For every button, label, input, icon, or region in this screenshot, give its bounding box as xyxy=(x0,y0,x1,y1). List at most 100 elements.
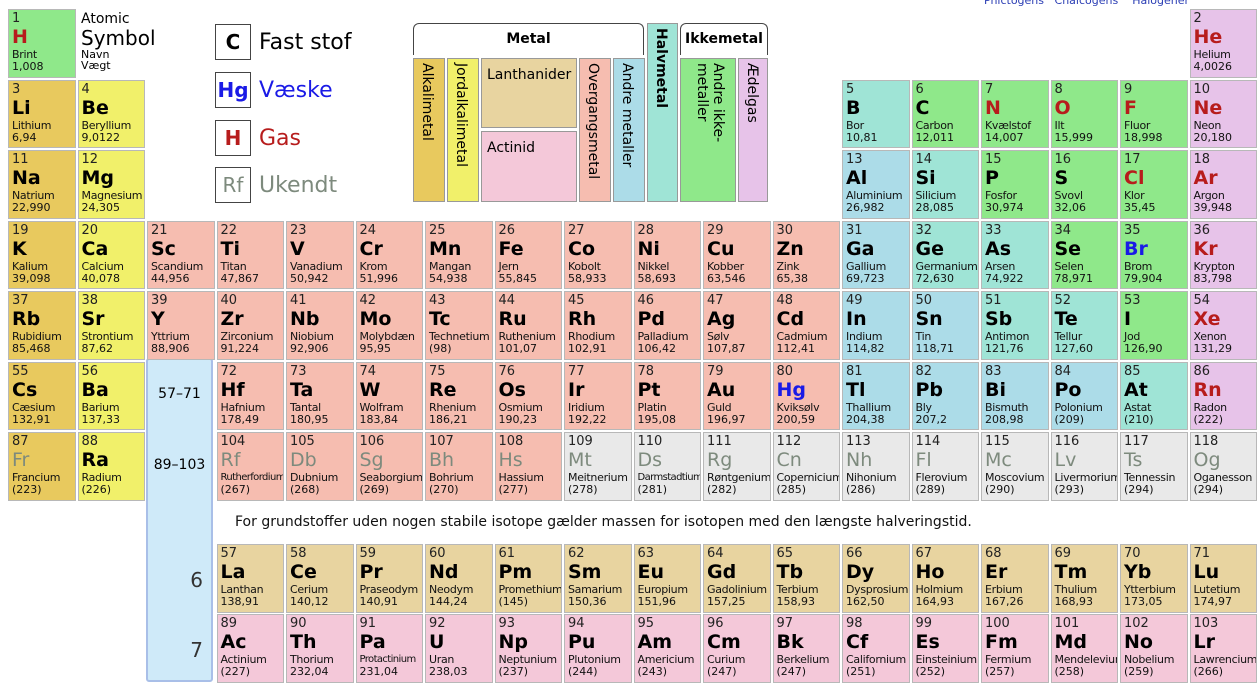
link-chalcogens[interactable]: Chalcogens xyxy=(1054,0,1119,7)
element-cd[interactable]: 48 Cd Cadmium 112,41 xyxy=(772,291,840,360)
element-i[interactable]: 53 I Jod 126,90 xyxy=(1120,291,1188,360)
element-in[interactable]: 49 In Indium 114,82 xyxy=(842,291,910,360)
element-hf[interactable]: 72 Hf Hafnium 178,49 xyxy=(216,361,284,430)
element-ce[interactable]: 58 Ce Cerium 140,12 xyxy=(286,544,354,613)
element-nb[interactable]: 41 Nb Niobium 92,906 xyxy=(286,291,354,360)
element-na[interactable]: 11 Na Natrium 22,990 xyxy=(8,150,76,219)
category-noble[interactable]: Ædelgas xyxy=(738,58,768,202)
element-bh[interactable]: 107 Bh Bohrium (270) xyxy=(425,432,493,501)
element-ar[interactable]: 18 Ar Argon 39,948 xyxy=(1189,150,1257,219)
element-te[interactable]: 52 Te Tellur 127,60 xyxy=(1050,291,1118,360)
category-actinides[interactable]: Actinid xyxy=(481,131,577,202)
element-at[interactable]: 85 At Astat (210) xyxy=(1120,361,1188,430)
element-sb[interactable]: 51 Sb Antimon 121,76 xyxy=(981,291,1049,360)
element-np[interactable]: 93 Np Neptunium (237) xyxy=(494,614,562,683)
element-cm[interactable]: 96 Cm Curium (247) xyxy=(703,614,771,683)
element-he[interactable]: 2 He Helium 4,0026 xyxy=(1189,9,1257,78)
f-block-placeholder[interactable]: 57–71 89–103 6 7 xyxy=(146,358,213,682)
element-tc[interactable]: 43 Tc Technetium (98) xyxy=(425,291,493,360)
element-ts[interactable]: 117 Ts Tennessin (294) xyxy=(1120,432,1188,501)
element-yb[interactable]: 70 Yb Ytterbium 173,05 xyxy=(1120,544,1188,613)
element-pa[interactable]: 91 Pa Protactinium 231,04 xyxy=(355,614,423,683)
element-no[interactable]: 102 No Nobelium (259) xyxy=(1120,614,1188,683)
element-md[interactable]: 101MdMendelevium(258) xyxy=(1050,614,1118,683)
element-nd[interactable]: 60 Nd Neodym 144,24 xyxy=(425,544,493,613)
element-rn[interactable]: 86 Rn Radon (222) xyxy=(1189,361,1257,430)
element-rb[interactable]: 37 Rb Rubidium 85,468 xyxy=(8,291,76,360)
element-rf[interactable]: 104 Rf Rutherfordium (267) xyxy=(216,432,284,501)
element-se[interactable]: 34 Se Selen 78,971 xyxy=(1050,220,1118,289)
legend-solid-box[interactable]: C xyxy=(215,24,251,60)
element-tl[interactable]: 81 Tl Thallium 204,38 xyxy=(842,361,910,430)
element-s[interactable]: 16 S Svovl 32,06 xyxy=(1050,150,1118,219)
element-ge[interactable]: 32 Ge Germanium 72,630 xyxy=(911,220,979,289)
element-os[interactable]: 76 Os Osmium 190,23 xyxy=(494,361,562,430)
element-pd[interactable]: 46 Pd Palladium 106,42 xyxy=(633,291,701,360)
element-pm[interactable]: 61 Pm Promethium (145) xyxy=(494,544,562,613)
element-br[interactable]: 35 Br Brom 79,904 xyxy=(1120,220,1188,289)
element-cs[interactable]: 55 Cs Cæsium 132,91 xyxy=(8,361,76,430)
element-h[interactable]: 1 H Brint 1,008 xyxy=(8,9,76,78)
element-c[interactable]: 6 C Carbon 12,011 xyxy=(911,79,979,148)
element-pt[interactable]: 78 Pt Platin 195,08 xyxy=(633,361,701,430)
legend-gas-box[interactable]: H xyxy=(215,120,251,156)
category-alkali[interactable]: Alkalimetal xyxy=(413,58,445,202)
element-lv[interactable]: 116 Lv Livermorium (293) xyxy=(1050,432,1118,501)
element-co[interactable]: 27 Co Kobolt 58,933 xyxy=(564,220,632,289)
element-sr[interactable]: 38 Sr Strontium 87,62 xyxy=(77,291,145,360)
category-post-transition[interactable]: Andre metaller xyxy=(613,58,645,202)
element-fl[interactable]: 114 Fl Flerovium (289) xyxy=(911,432,979,501)
element-w[interactable]: 74 W Wolfram 183,84 xyxy=(355,361,423,430)
element-th[interactable]: 90 Th Thorium 232,04 xyxy=(286,614,354,683)
link-pnictogens[interactable]: Pnictogens xyxy=(984,0,1045,7)
element-ti[interactable]: 22 Ti Titan 47,867 xyxy=(216,220,284,289)
element-og[interactable]: 118 Og Oganesson (294) xyxy=(1189,432,1257,501)
element-n[interactable]: 7 N Kvælstof 14,007 xyxy=(981,79,1049,148)
element-al[interactable]: 13 Al Aluminium 26,982 xyxy=(842,150,910,219)
element-kr[interactable]: 36 Kr Krypton 83,798 xyxy=(1189,220,1257,289)
element-dy[interactable]: 66 Dy Dysprosium 162,50 xyxy=(842,544,910,613)
element-lu[interactable]: 71 Lu Lutetium 174,97 xyxy=(1189,544,1257,613)
element-am[interactable]: 95 Am Americium (243) xyxy=(633,614,701,683)
element-re[interactable]: 75 Re Rhenium 186,21 xyxy=(425,361,493,430)
element-mo[interactable]: 42 Mo Molybdæn 95,95 xyxy=(355,291,423,360)
element-y[interactable]: 39 Y Yttrium 88,906 xyxy=(147,291,215,360)
element-fm[interactable]: 100 Fm Fermium (257) xyxy=(981,614,1049,683)
element-rg[interactable]: 111 Rg Røntgenium (282) xyxy=(703,432,771,501)
element-bi[interactable]: 83 Bi Bismuth 208,98 xyxy=(981,361,1049,430)
element-db[interactable]: 105 Db Dubnium (268) xyxy=(286,432,354,501)
category-transition[interactable]: Overgangsmetal xyxy=(579,58,611,202)
element-li[interactable]: 3 Li Lithium 6,94 xyxy=(8,79,76,148)
element-ga[interactable]: 31 Ga Gallium 69,723 xyxy=(842,220,910,289)
legend-unknown-box[interactable]: Rf xyxy=(215,167,251,203)
element-ds[interactable]: 110 Ds Darmstadtium (281) xyxy=(633,432,701,501)
element-zn[interactable]: 30 Zn Zink 65,38 xyxy=(772,220,840,289)
element-sm[interactable]: 62 Sm Samarium 150,36 xyxy=(564,544,632,613)
element-lr[interactable]: 103 Lr Lawrencium (266) xyxy=(1189,614,1257,683)
element-ag[interactable]: 47 Ag Sølv 107,87 xyxy=(703,291,771,360)
category-other-nonmetal[interactable]: Andre ikke-metaller xyxy=(680,58,736,202)
element-pb[interactable]: 82 Pb Bly 207,2 xyxy=(911,361,979,430)
element-rh[interactable]: 45 Rh Rhodium 102,91 xyxy=(564,291,632,360)
element-nh[interactable]: 113 Nh Nihonium (286) xyxy=(842,432,910,501)
element-mg[interactable]: 12 Mg Magnesium 24,305 xyxy=(77,150,145,219)
element-hs[interactable]: 108 Hs Hassium (277) xyxy=(494,432,562,501)
element-as[interactable]: 33 As Arsen 74,922 xyxy=(981,220,1049,289)
element-ba[interactable]: 56 Ba Barium 137,33 xyxy=(77,361,145,430)
element-p[interactable]: 15 P Fosfor 30,974 xyxy=(981,150,1049,219)
element-ho[interactable]: 67 Ho Holmium 164,93 xyxy=(911,544,979,613)
element-ra[interactable]: 88 Ra Radium (226) xyxy=(77,432,145,501)
element-eu[interactable]: 63 Eu Europium 151,96 xyxy=(633,544,701,613)
element-cr[interactable]: 24 Cr Krom 51,996 xyxy=(355,220,423,289)
element-sc[interactable]: 21 Sc Scandium 44,956 xyxy=(147,220,215,289)
element-be[interactable]: 4 Be Beryllium 9,0122 xyxy=(77,79,145,148)
element-ta[interactable]: 73 Ta Tantal 180,95 xyxy=(286,361,354,430)
link-halogens[interactable]: Halogener xyxy=(1132,0,1190,7)
element-ru[interactable]: 44 Ru Ruthenium 101,07 xyxy=(494,291,562,360)
element-mt[interactable]: 109 Mt Meitnerium (278) xyxy=(564,432,632,501)
element-si[interactable]: 14 Si Silicium 28,085 xyxy=(911,150,979,219)
element-pr[interactable]: 59 Pr Praseodym 140,91 xyxy=(355,544,423,613)
element-ir[interactable]: 77 Ir Iridium 192,22 xyxy=(564,361,632,430)
element-cn[interactable]: 112 Cn Copernicium (285) xyxy=(772,432,840,501)
element-cl[interactable]: 17 Cl Klor 35,45 xyxy=(1120,150,1188,219)
